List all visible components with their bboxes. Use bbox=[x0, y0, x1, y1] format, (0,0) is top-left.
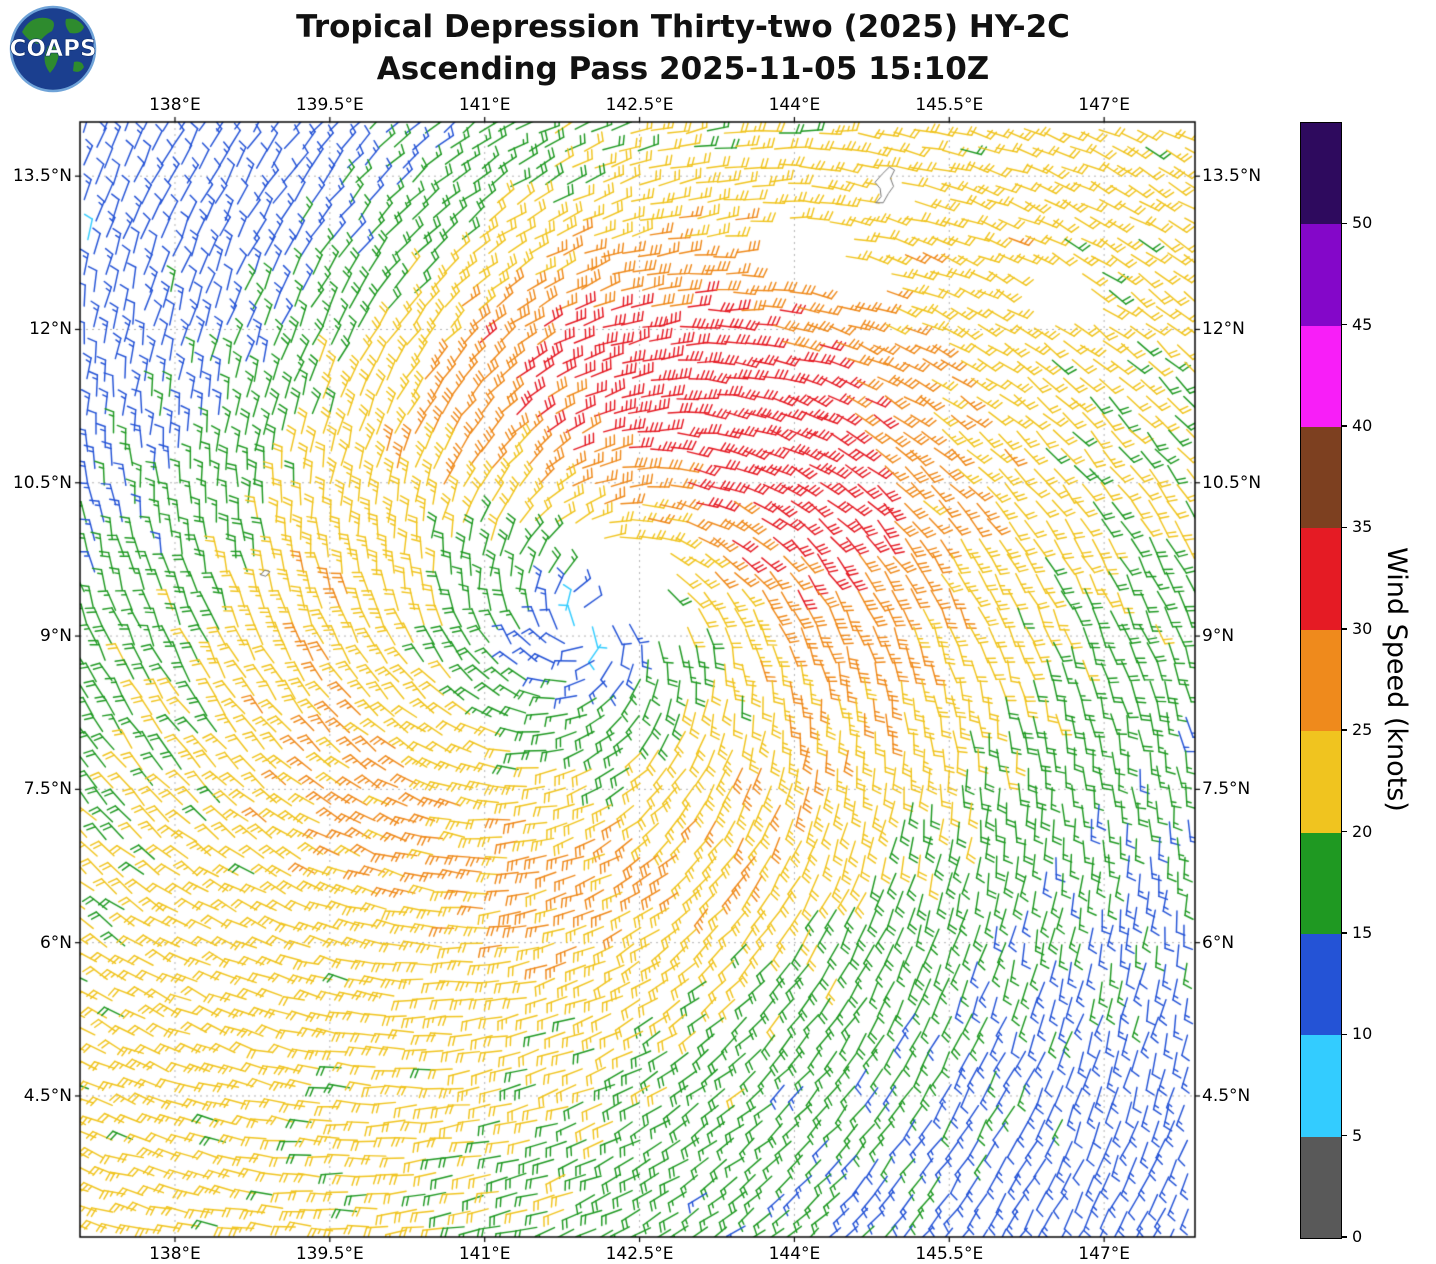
coaps-logo-text: COAPS bbox=[9, 36, 96, 62]
y-tick-label: 4.5°N bbox=[23, 1085, 72, 1106]
y-tick-label: 9°N bbox=[1202, 626, 1235, 647]
colorbar-tick-label: 30 bbox=[1352, 618, 1373, 638]
colorbar-tick-label: 40 bbox=[1352, 416, 1373, 436]
colorbar-segment bbox=[1301, 224, 1341, 326]
y-tick-label: 4.5°N bbox=[1202, 1085, 1251, 1106]
y-tick-label: 6°N bbox=[39, 932, 72, 953]
coaps-logo: COAPS bbox=[8, 4, 98, 98]
x-tick-label: 141°E bbox=[458, 95, 511, 115]
y-tick-label: 13.5°N bbox=[1202, 166, 1262, 187]
colorbar-tick-label: 5 bbox=[1352, 1125, 1363, 1145]
y-tick-label: 12°N bbox=[29, 319, 72, 340]
colorbar-tick-label: 45 bbox=[1352, 314, 1373, 334]
colorbar-segment bbox=[1301, 1035, 1341, 1137]
y-tick-label: 9°N bbox=[39, 626, 72, 647]
x-tick-label: 142.5°E bbox=[605, 1244, 674, 1264]
colorbar-tickmark bbox=[1341, 830, 1347, 833]
x-tick-label: 138°E bbox=[149, 95, 201, 115]
x-tick-label: 147°E bbox=[1078, 95, 1130, 115]
x-tick-label: 145.5°E bbox=[915, 95, 984, 115]
colorbar-tickmark bbox=[1341, 1236, 1347, 1238]
colorbar-tickmark bbox=[1341, 323, 1347, 326]
colorbar-label-wrap: Wind Speed (knots) bbox=[1368, 122, 1424, 1237]
x-tick-label: 144°E bbox=[768, 95, 821, 115]
colorbar-tick-label: 10 bbox=[1352, 1024, 1373, 1044]
colorbar-tick-label: 25 bbox=[1352, 720, 1373, 740]
colorbar-tick-label: 50 bbox=[1352, 213, 1373, 233]
colorbar-tick-label: 0 bbox=[1352, 1227, 1363, 1246]
colorbar-tickmark bbox=[1341, 628, 1347, 630]
colorbar-tick-label: 35 bbox=[1352, 517, 1373, 537]
colorbar-segment bbox=[1301, 528, 1341, 630]
colorbar-tick-label: 15 bbox=[1352, 922, 1373, 942]
plot-title-block: Tropical Depression Thirty-two (2025) HY… bbox=[0, 6, 1366, 90]
colorbar-segment bbox=[1301, 1136, 1341, 1238]
x-tick-label: 144°E bbox=[768, 1244, 821, 1264]
x-tick-label: 138°E bbox=[149, 1244, 201, 1264]
colorbar-segment bbox=[1301, 123, 1341, 225]
colorbar-tickmark bbox=[1341, 1033, 1347, 1036]
colorbar-tickmark bbox=[1341, 425, 1347, 427]
colorbar-tick-label: 20 bbox=[1352, 821, 1373, 841]
colorbar-segment bbox=[1301, 325, 1341, 428]
plot-subtitle: Ascending Pass 2025-11-05 15:10Z bbox=[376, 51, 990, 87]
y-tick-label: 7.5°N bbox=[1202, 779, 1251, 800]
y-tick-label: 13.5°N bbox=[12, 166, 72, 187]
colorbar-label: Wind Speed (knots) bbox=[1380, 547, 1412, 812]
plot-title: Tropical Depression Thirty-two (2025) HY… bbox=[296, 9, 1070, 45]
y-tick-label: 7.5°N bbox=[23, 779, 72, 800]
y-tick-label: 10.5°N bbox=[12, 472, 72, 493]
y-tick-label: 12°N bbox=[1202, 319, 1245, 340]
x-tick-label: 147°E bbox=[1078, 1244, 1130, 1264]
colorbar-tickmark bbox=[1341, 1134, 1347, 1137]
colorbar-tickmark bbox=[1341, 222, 1347, 225]
x-tick-label: 139.5°E bbox=[295, 1244, 364, 1264]
globe-icon: COAPS bbox=[9, 5, 97, 93]
x-tick-label: 145.5°E bbox=[915, 1244, 984, 1264]
colorbar-segment bbox=[1301, 731, 1341, 833]
x-tick-label: 142.5°E bbox=[605, 95, 674, 115]
y-tick-label: 10.5°N bbox=[1202, 472, 1262, 493]
colorbar-segment bbox=[1301, 832, 1341, 934]
colorbar-segment bbox=[1301, 933, 1341, 1036]
colorbar-segment bbox=[1301, 629, 1341, 732]
colorbar-segment bbox=[1301, 427, 1341, 529]
x-tick-label: 141°E bbox=[458, 1244, 511, 1264]
colorbar-tickmark bbox=[1341, 526, 1347, 529]
colorbar-tickmark bbox=[1341, 729, 1347, 731]
colorbar bbox=[1300, 122, 1342, 1239]
y-tick-label: 6°N bbox=[1202, 932, 1235, 953]
x-tick-label: 139.5°E bbox=[295, 95, 364, 115]
colorbar-tickmark bbox=[1341, 932, 1347, 934]
